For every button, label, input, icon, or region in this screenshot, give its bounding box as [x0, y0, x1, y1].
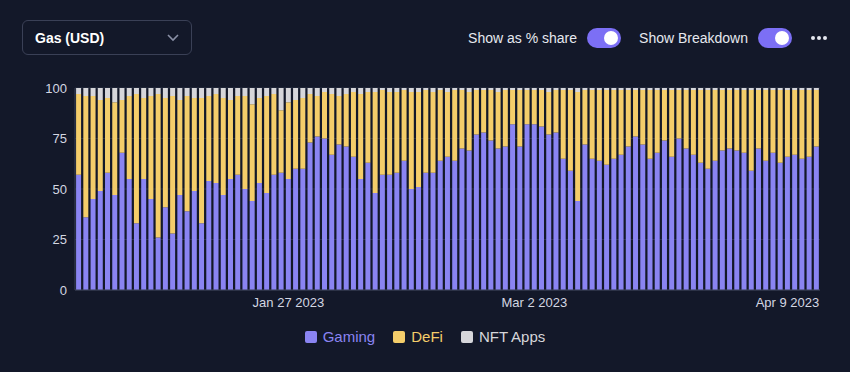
svg-text:100: 100 — [45, 81, 67, 96]
html-text:Gaming: Gaming — [322, 328, 376, 345]
html-text:NFT Apps: NFT Apps — [478, 328, 546, 345]
html-text:DeFi: DeFi — [411, 328, 443, 345]
html-text:Show Breakdown: Show Breakdown — [639, 30, 748, 46]
svg-text:75: 75 — [53, 131, 67, 146]
svg-text:Apr 9 2023: Apr 9 2023 — [756, 295, 820, 310]
svg-text:50: 50 — [53, 182, 67, 197]
svg-text:0: 0 — [60, 283, 67, 298]
svg-text:Jan 27 2023: Jan 27 2023 — [253, 295, 325, 310]
html-text:Gas (USD): Gas (USD) — [35, 29, 105, 46]
svg-text:25: 25 — [53, 232, 67, 247]
html-text:Show as % share: Show as % share — [468, 30, 577, 46]
svg-text:Mar 2 2023: Mar 2 2023 — [501, 295, 567, 310]
